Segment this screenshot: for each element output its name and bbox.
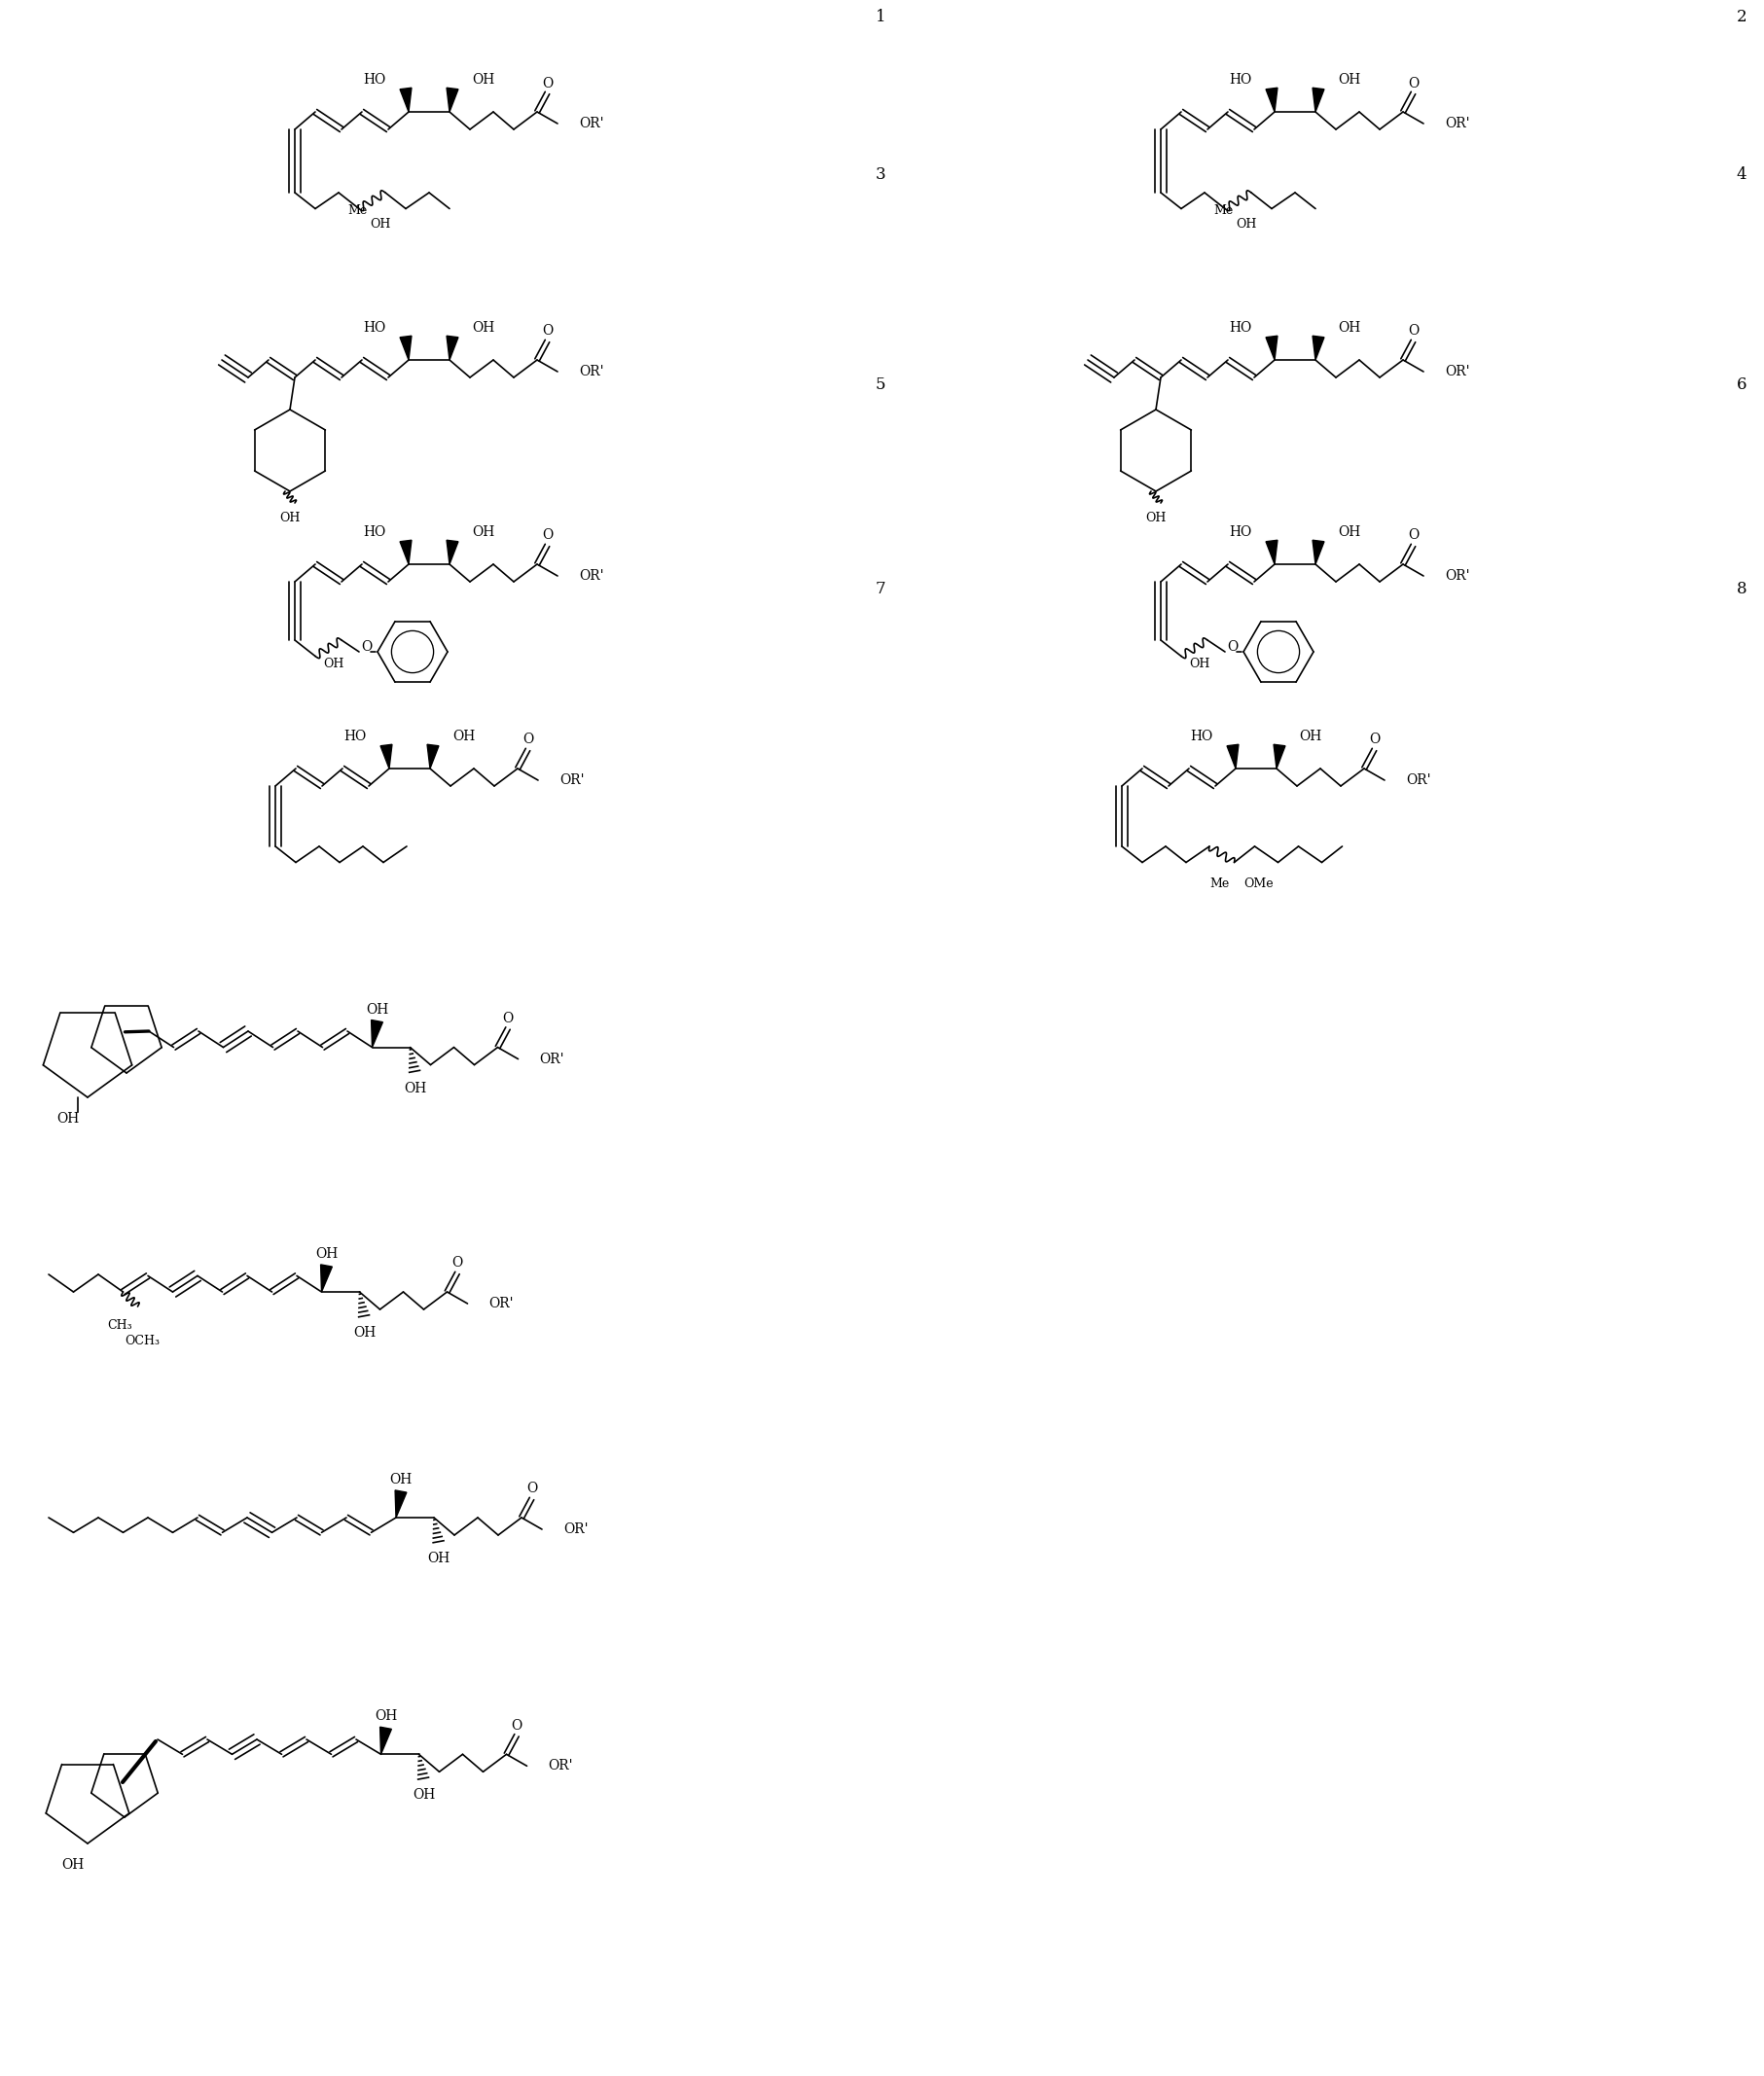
Text: OR': OR' — [540, 1053, 564, 1065]
Text: OR': OR' — [579, 116, 603, 131]
Polygon shape — [446, 87, 459, 112]
Text: HO: HO — [1191, 729, 1214, 743]
Polygon shape — [370, 1019, 383, 1046]
Polygon shape — [446, 540, 459, 565]
Text: OH: OH — [1145, 513, 1166, 525]
Polygon shape — [1312, 87, 1325, 112]
Text: OR': OR' — [559, 774, 584, 787]
Text: OR': OR' — [563, 1522, 587, 1536]
Text: OH: OH — [1189, 658, 1210, 671]
Text: OH: OH — [1237, 218, 1256, 230]
Text: OR': OR' — [579, 569, 603, 583]
Polygon shape — [1274, 745, 1286, 768]
Text: OH: OH — [1337, 322, 1360, 334]
Text: OH: OH — [404, 1082, 427, 1094]
Polygon shape — [400, 540, 411, 565]
Text: O: O — [542, 324, 552, 338]
Polygon shape — [379, 1727, 392, 1754]
Text: OR': OR' — [489, 1298, 513, 1310]
Text: O: O — [452, 1256, 462, 1271]
Text: 2: 2 — [1736, 8, 1746, 25]
Polygon shape — [395, 1491, 407, 1518]
Text: O: O — [526, 1482, 538, 1495]
Text: HO: HO — [363, 322, 386, 334]
Polygon shape — [427, 745, 439, 768]
Text: OH: OH — [316, 1248, 337, 1260]
Text: HO: HO — [363, 73, 386, 87]
Text: OH: OH — [323, 658, 344, 671]
Text: OH: OH — [413, 1787, 436, 1802]
Text: OH: OH — [1337, 525, 1360, 540]
Text: CH₃: CH₃ — [108, 1320, 132, 1333]
Text: OH: OH — [353, 1327, 376, 1339]
Text: OH: OH — [56, 1113, 79, 1125]
Text: OH: OH — [427, 1551, 450, 1565]
Text: O: O — [362, 639, 372, 654]
Text: OH: OH — [365, 1003, 388, 1015]
Text: OH: OH — [62, 1858, 85, 1873]
Text: O: O — [1369, 733, 1379, 747]
Text: OH: OH — [370, 218, 392, 230]
Text: Me: Me — [348, 203, 367, 216]
Text: HO: HO — [1230, 322, 1252, 334]
Polygon shape — [400, 87, 411, 112]
Text: O: O — [522, 733, 533, 747]
Text: OH: OH — [374, 1709, 397, 1723]
Text: Me: Me — [1214, 203, 1233, 216]
Text: OH: OH — [473, 525, 494, 540]
Text: 7: 7 — [875, 581, 886, 596]
Polygon shape — [1267, 540, 1277, 565]
Text: O: O — [1408, 77, 1418, 89]
Text: HO: HO — [344, 729, 367, 743]
Text: OH: OH — [1298, 729, 1321, 743]
Text: O: O — [542, 529, 552, 542]
Text: OCH₃: OCH₃ — [125, 1335, 161, 1347]
Text: OH: OH — [473, 73, 494, 87]
Text: 3: 3 — [875, 166, 886, 183]
Text: OR': OR' — [579, 365, 603, 378]
Polygon shape — [1312, 540, 1325, 565]
Text: HO: HO — [1230, 525, 1252, 540]
Text: OH: OH — [279, 513, 300, 525]
Text: OMe: OMe — [1244, 878, 1274, 891]
Text: OH: OH — [473, 322, 494, 334]
Text: OR': OR' — [1445, 116, 1469, 131]
Polygon shape — [381, 745, 392, 768]
Text: HO: HO — [1230, 73, 1252, 87]
Text: OH: OH — [452, 729, 475, 743]
Polygon shape — [1312, 336, 1325, 359]
Text: OR': OR' — [549, 1758, 573, 1773]
Text: O: O — [1228, 639, 1238, 654]
Text: 1: 1 — [875, 8, 886, 25]
Text: O: O — [503, 1011, 513, 1026]
Text: O: O — [1408, 529, 1418, 542]
Text: OR': OR' — [1445, 569, 1469, 583]
Polygon shape — [400, 336, 411, 359]
Text: 5: 5 — [875, 376, 886, 392]
Polygon shape — [1267, 336, 1277, 359]
Polygon shape — [1267, 87, 1277, 112]
Polygon shape — [1228, 745, 1238, 768]
Text: OR': OR' — [1406, 774, 1431, 787]
Text: OH: OH — [390, 1472, 413, 1486]
Text: O: O — [1408, 324, 1418, 338]
Text: 4: 4 — [1736, 166, 1746, 183]
Polygon shape — [321, 1264, 332, 1291]
Text: O: O — [542, 77, 552, 89]
Polygon shape — [446, 336, 459, 359]
Text: OR': OR' — [1445, 365, 1469, 378]
Text: O: O — [512, 1719, 522, 1731]
Text: HO: HO — [363, 525, 386, 540]
Text: 8: 8 — [1736, 581, 1746, 596]
Text: 6: 6 — [1736, 376, 1746, 392]
Text: OH: OH — [1337, 73, 1360, 87]
Text: Me: Me — [1210, 878, 1230, 891]
